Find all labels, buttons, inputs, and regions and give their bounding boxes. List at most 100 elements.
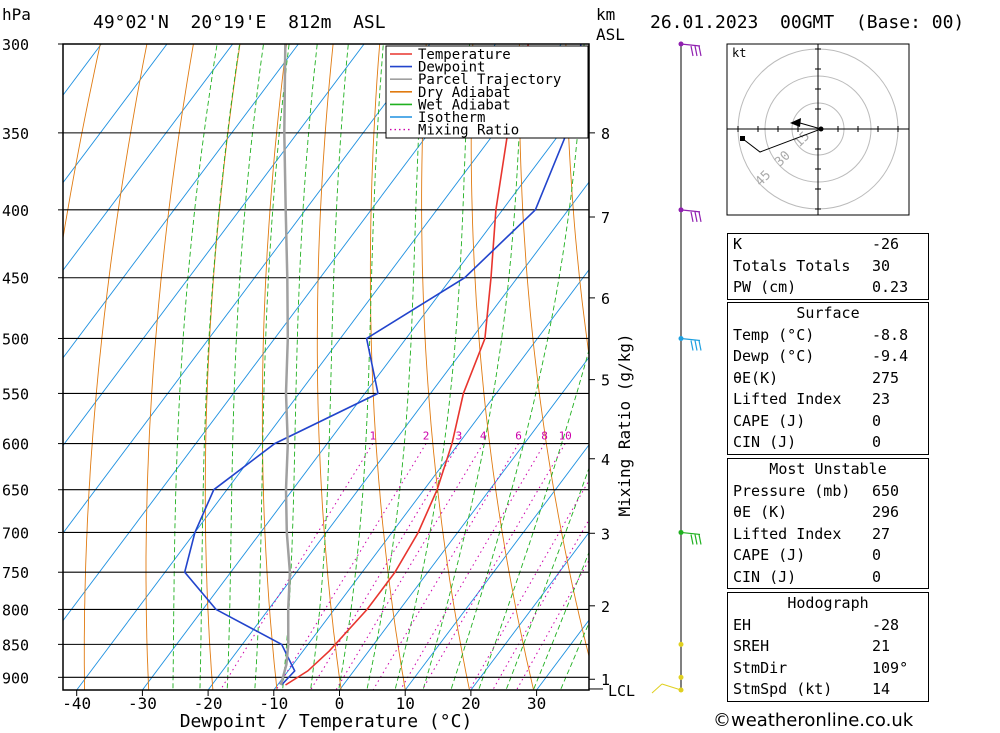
wind-barb-tick — [694, 340, 698, 351]
km-tick-label: 6 — [601, 290, 610, 308]
row-value: 27 — [872, 524, 891, 543]
x-axis-label: Dewpoint / Temperature (°C) — [180, 711, 473, 732]
dry-adiabat-line — [369, 44, 406, 690]
mixing-ratio-axis-label: Mixing Ratio (g/kg) — [615, 333, 634, 516]
panel-title: Surface — [796, 304, 860, 322]
wet-adiabat-line — [172, 44, 218, 690]
hpa-label: hPa — [2, 5, 31, 24]
x-tick-label: 20 — [461, 694, 480, 713]
km-tick-label: 8 — [601, 125, 610, 143]
isotherm-line — [470, 531, 589, 690]
pressure-tick-label: 500 — [2, 330, 29, 348]
mixing-ratio-label: 3 — [456, 430, 463, 443]
wind-barb-shaft — [680, 43, 701, 47]
row-label: θE(K) — [733, 368, 779, 387]
dry-adiabat-line — [938, 44, 1000, 696]
km-tick-label: 3 — [601, 525, 610, 543]
panel-row: StmSpd (kt) 14 — [728, 679, 928, 701]
pressure-tick-label: 450 — [2, 270, 29, 288]
mixing-ratio-line — [220, 443, 374, 690]
panel-row: PW (cm) 0.23 — [728, 277, 928, 299]
km-tick-label: 1 — [601, 671, 610, 689]
km-tick-label: 7 — [601, 209, 610, 227]
wind-barb-tick — [698, 45, 702, 57]
panel-row: SREH 21 — [728, 636, 928, 658]
x-tick-label: -40 — [62, 694, 91, 713]
wind-barb-tick — [698, 211, 702, 222]
legend-entry-label: Wet Adiabat — [418, 97, 511, 113]
indices-panel: K -26 Totals Totals 30 PW (cm) 0.23 — [727, 233, 929, 300]
dry-adiabat-line — [316, 44, 342, 690]
row-label: Dewp (°C) — [733, 347, 815, 365]
row-label: Totals Totals — [733, 256, 851, 275]
wind-barb-tick — [690, 45, 694, 57]
x-tick-label: 30 — [527, 694, 546, 713]
dry-adiabat-line — [565, 44, 589, 358]
dry-adiabat-line — [204, 44, 241, 690]
mixing-ratio-line — [399, 443, 545, 690]
row-label: EH — [733, 615, 752, 634]
km-tick-label: 4 — [601, 451, 610, 469]
row-label: StmSpd (kt) — [733, 680, 833, 698]
pressure-tick-label: 550 — [2, 385, 29, 403]
mixing-ratio-label: 8 — [541, 430, 548, 443]
wind-barb-tick — [690, 534, 694, 545]
wet-adiabat-line — [226, 44, 264, 690]
mixing-ratio-line — [516, 559, 589, 690]
row-label: CIN (J) — [733, 433, 797, 451]
mixing-ratio-line — [275, 443, 427, 690]
dry-adiabat-line — [421, 44, 470, 690]
wind-barb-tick — [698, 534, 702, 545]
row-value: 0 — [872, 567, 882, 586]
x-tick-label: 10 — [396, 694, 415, 713]
mixing-ratio-line — [421, 443, 566, 690]
plot-frame — [62, 43, 590, 691]
row-label: PW (cm) — [733, 278, 797, 296]
panel-row: Dewp (°C) -9.4 — [728, 346, 928, 368]
wind-barb-tick — [690, 211, 694, 222]
row-value: 0.23 — [872, 278, 909, 296]
dry-adiabat-line — [985, 44, 1000, 696]
mixing-ratio-label: 6 — [515, 430, 522, 443]
x-tick-label: -20 — [194, 694, 223, 713]
mixing-ratio-label: 2 — [423, 430, 430, 443]
isotherm-line — [63, 44, 431, 534]
row-label: CAPE (J) — [733, 546, 806, 564]
km-tick-label: 5 — [601, 372, 610, 390]
wet-adiabat-line — [559, 621, 589, 690]
dry-adiabat-line — [470, 44, 535, 690]
row-label: θE (K) — [733, 503, 788, 521]
panel-title: Most Unstable — [769, 460, 887, 478]
panel-row: CIN (J) 0 — [728, 567, 928, 589]
panel-row: CIN (J) 0 — [728, 432, 928, 454]
dry-adiabat-line — [63, 44, 101, 241]
wind-barb-tick — [651, 683, 663, 694]
pressure-tick-label: 700 — [2, 524, 29, 542]
isotherm-line — [63, 44, 299, 359]
panel-row: Temp (°C) -8.8 — [728, 325, 928, 347]
wind-barb-shaft — [680, 209, 701, 213]
hodograph-panel: Hodograph EH -28 SREH 21 StmDir 109° StmSpd (kt… — [727, 592, 929, 702]
panel-row: Lifted Index 27 — [728, 524, 928, 546]
legend-entry-label: Temperature — [418, 47, 511, 63]
pressure-tick-label: 650 — [2, 482, 29, 500]
asl-label: ASL — [596, 25, 625, 44]
row-label: CAPE (J) — [733, 411, 806, 430]
row-value: -26 — [872, 235, 900, 253]
row-value: 0 — [872, 411, 882, 430]
mixing-ratio-label: 4 — [480, 430, 487, 443]
mixing-ratio-label: 10 — [559, 430, 572, 443]
row-value: 21 — [872, 637, 891, 655]
row-value: 14 — [872, 680, 891, 698]
row-value: -8.8 — [872, 325, 909, 344]
pressure-tick-label: 350 — [2, 125, 29, 143]
legend-entry-label: Parcel Trajectory — [418, 72, 561, 88]
pressure-tick-label: 750 — [2, 564, 29, 582]
row-label: K — [733, 235, 743, 253]
wind-barb-tick — [694, 211, 698, 222]
storm-motion-arrow — [790, 118, 801, 127]
km-tick-label: 2 — [601, 598, 610, 616]
wet-adiabat-line — [532, 551, 589, 690]
